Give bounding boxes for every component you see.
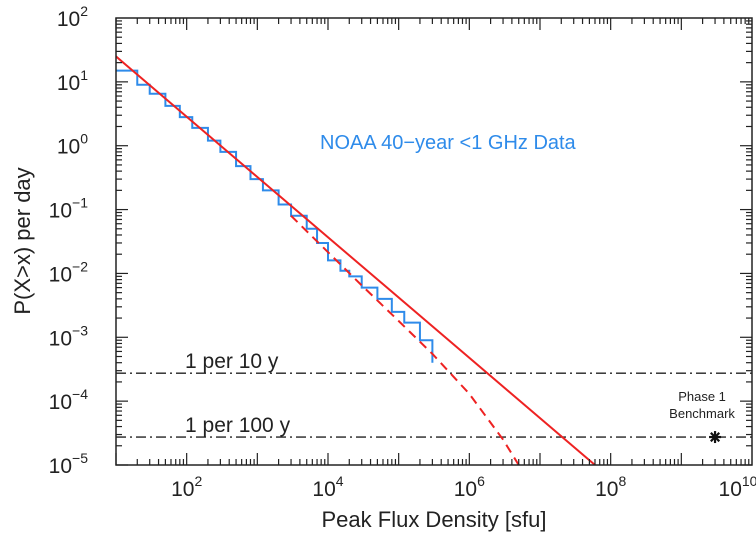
benchmark-label: Phase 1 xyxy=(678,389,726,404)
y-tick-label: 10−1 xyxy=(49,195,89,223)
x-axis-title: Peak Flux Density [sfu] xyxy=(322,507,547,532)
axes: 102 104 106 108 1010 102 101 100 10−1 10−2 10−3 10−… xyxy=(49,3,756,501)
x-tick-label: 104 xyxy=(312,473,343,501)
y-tick-label: 102 xyxy=(57,3,88,31)
series-line-solid xyxy=(116,55,596,465)
benchmark-label: Benchmark xyxy=(669,406,735,421)
plot-frame xyxy=(115,17,753,466)
reference-line-label: 1 per 10 y xyxy=(185,350,279,373)
series-annotation: NOAA 40−year <1 GHz Data xyxy=(320,132,577,154)
y-tick-label: 10−5 xyxy=(49,450,89,478)
plot-content xyxy=(116,55,752,465)
y-tick-label: 10−2 xyxy=(49,258,89,286)
y-tick-label: 101 xyxy=(57,67,88,95)
x-tick-label: 106 xyxy=(454,473,485,501)
series-line-dashed xyxy=(290,215,520,465)
y-tick-label: 10−4 xyxy=(49,386,89,414)
x-tick-label: 1010 xyxy=(719,473,756,501)
y-tick-label: 10−3 xyxy=(49,322,89,350)
reference-line-label: 1 per 100 y xyxy=(185,414,291,437)
x-tick-label: 102 xyxy=(171,473,202,501)
series-line-step xyxy=(116,69,434,363)
y-axis-title: P(X>x) per day xyxy=(10,167,35,314)
x-tick-label: 108 xyxy=(595,473,626,501)
benchmark-marker xyxy=(709,431,722,444)
y-tick-label: 100 xyxy=(57,131,88,159)
